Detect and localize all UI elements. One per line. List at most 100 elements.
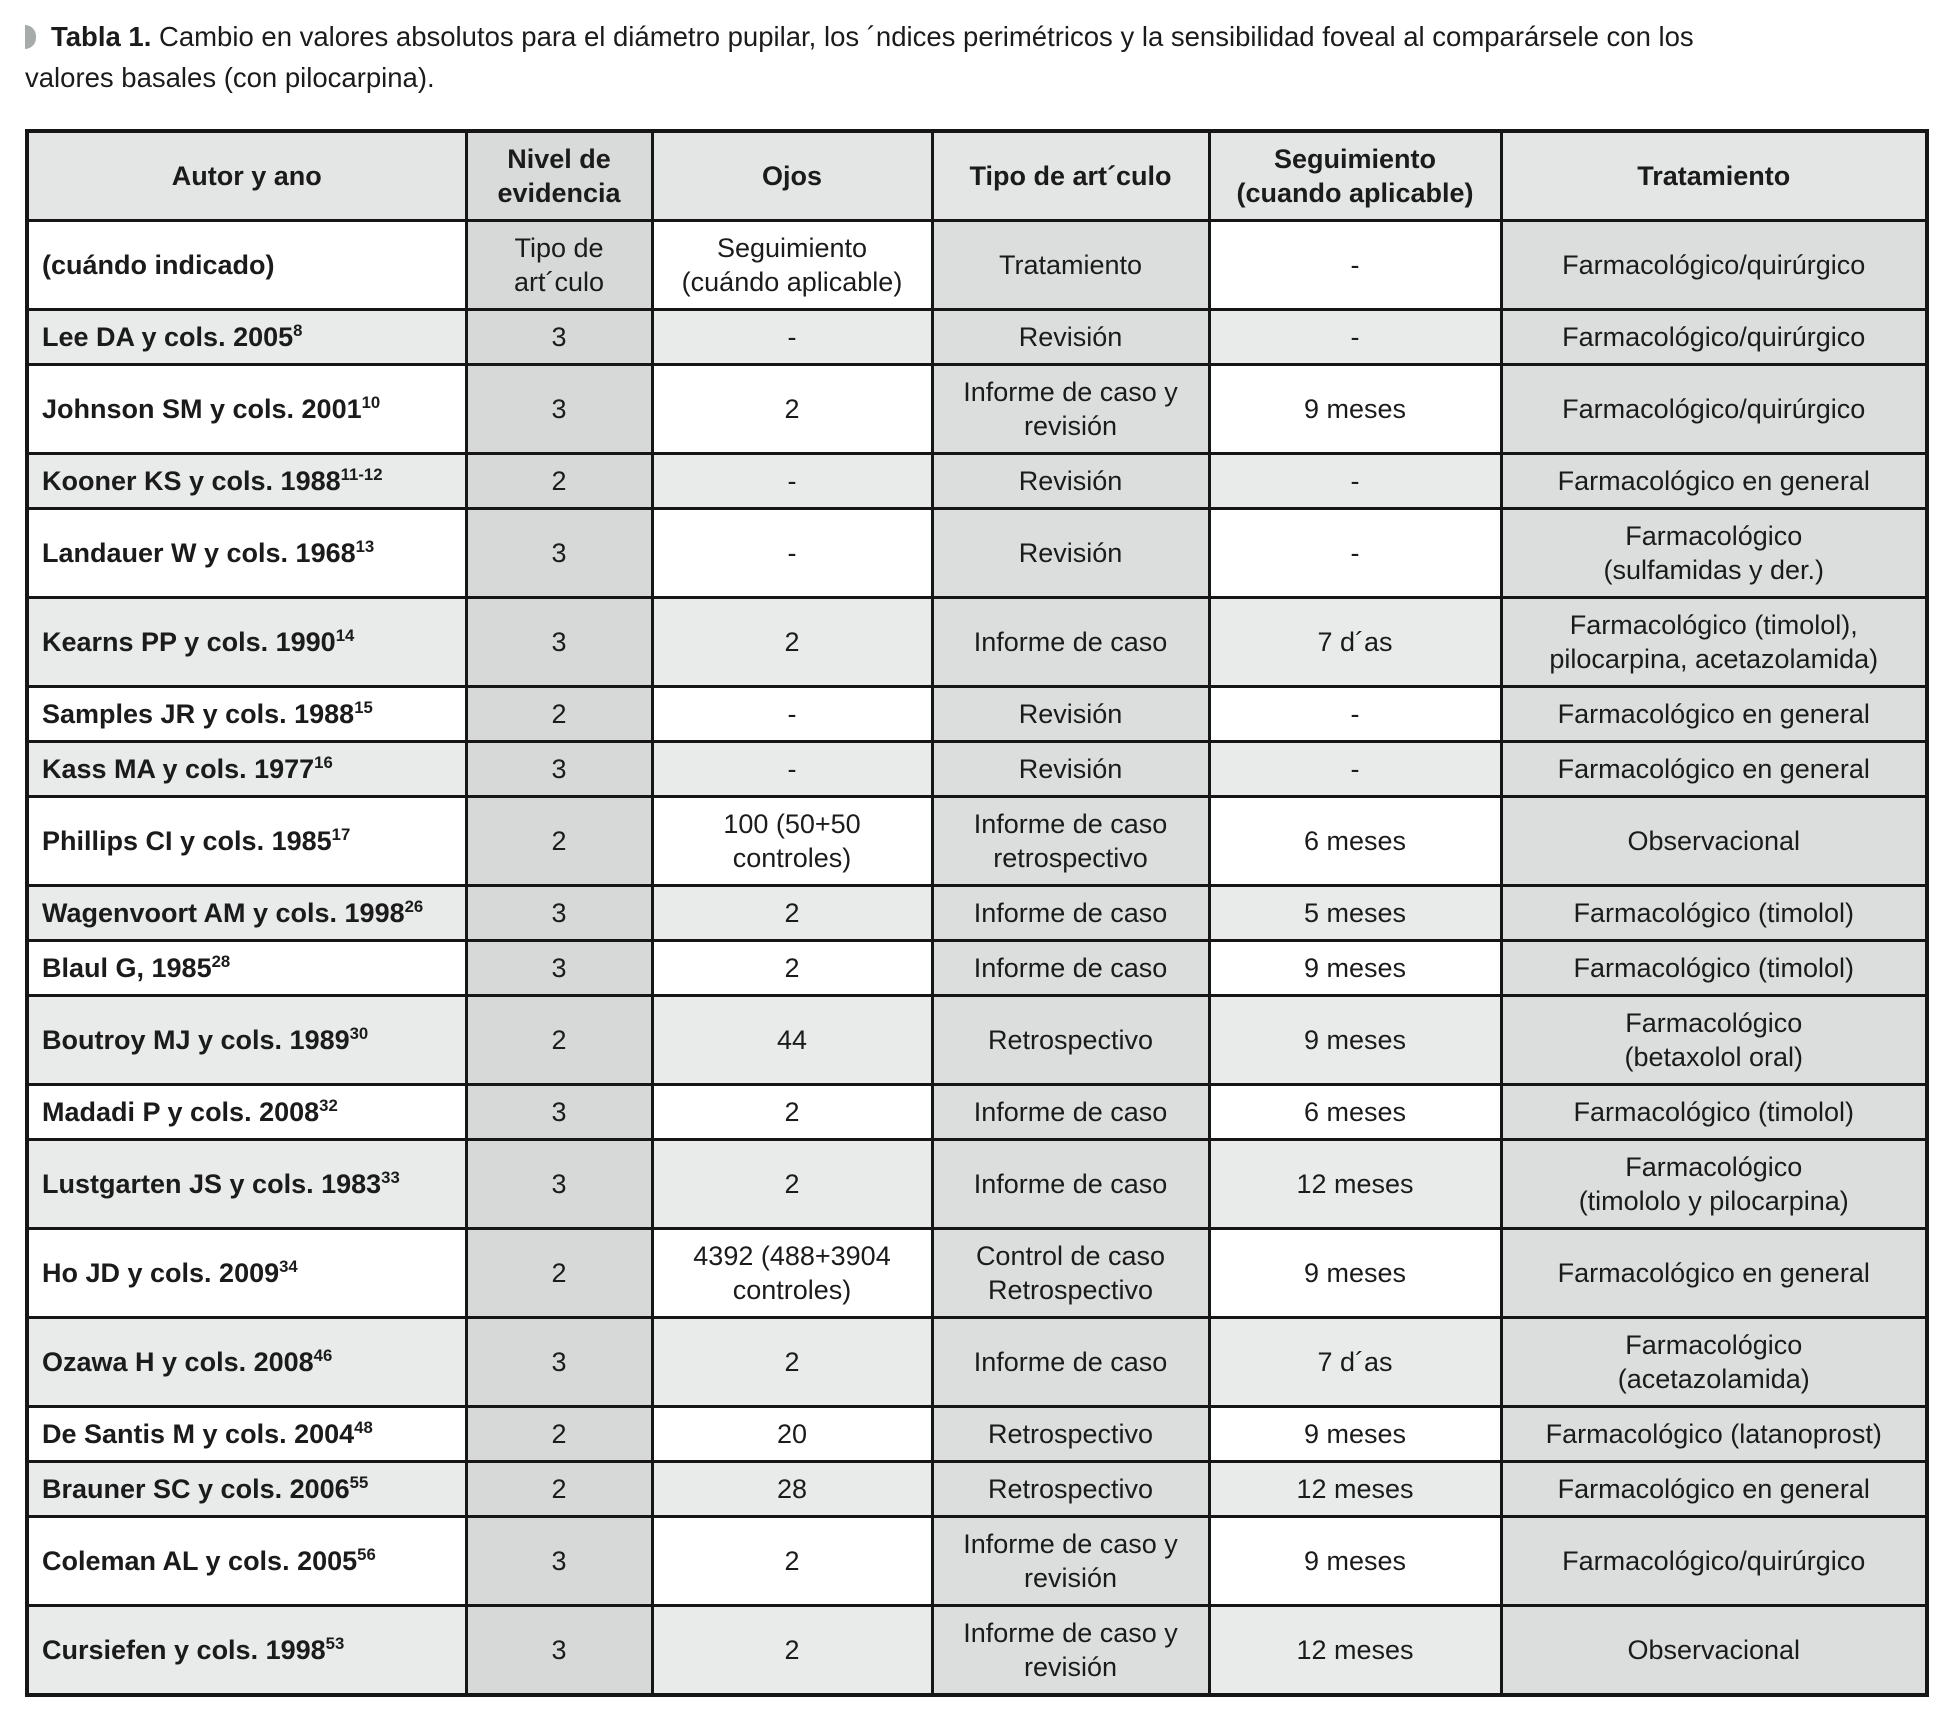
author-text: Landauer W y cols. 1968 xyxy=(42,537,356,568)
table-row: Kooner KS y cols. 198811-12 2 - Revisión… xyxy=(25,451,1929,510)
table-row: Ho JD y cols. 200934 2 4392 (488+3904 co… xyxy=(25,1226,1929,1319)
author-text: Phillips CI y cols. 1985 xyxy=(42,825,332,856)
table-caption: Tabla 1. Cambio en valores absolutos par… xyxy=(25,16,1923,99)
article-type-cell: Informe de caso xyxy=(930,595,1211,688)
author-text: Coleman AL y cols. 2005 xyxy=(42,1545,358,1576)
author-cell: Boutroy MJ y cols. 198930 xyxy=(25,993,468,1086)
author-text: Brauner SC y cols. 2006 xyxy=(42,1473,350,1504)
author-cell: Madadi P y cols. 200832 xyxy=(25,1082,468,1141)
author-reference-superscript: 8 xyxy=(293,320,303,340)
author-cell: Kooner KS y cols. 198811-12 xyxy=(25,451,468,510)
author-text: Blaul G, 1985 xyxy=(42,952,212,983)
page: { "title": { "label": "Tabla 1.", "text"… xyxy=(0,16,1945,1736)
treatment-cell: Farmacológico en general xyxy=(1499,684,1929,743)
treatment-cell: Farmacológico en general xyxy=(1499,739,1929,798)
evidence-level-cell: 2 xyxy=(464,451,654,510)
article-type-cell: Informe de caso xyxy=(930,938,1211,997)
author-cell: Samples JR y cols. 198815 xyxy=(25,684,468,743)
author-reference-superscript: 56 xyxy=(357,1544,376,1564)
evidence-level-cell: 3 xyxy=(464,595,654,688)
col-header-nivel-de-evidencia: Nivel de evidencia xyxy=(464,129,654,222)
followup-cell: 9 meses xyxy=(1207,1514,1503,1607)
author-reference-superscript: 53 xyxy=(325,1633,345,1653)
author-text: Lustgarten JS y cols. 1983 xyxy=(42,1168,382,1199)
author-text: Ozawa H y cols. 2008 xyxy=(42,1346,314,1377)
table-row: Phillips CI y cols. 198517 2 100 (50+50 … xyxy=(25,794,1929,887)
evidence-level-cell: Tipo de art´culo xyxy=(464,218,654,311)
eyes-cell: 2 xyxy=(650,938,934,997)
author-reference-superscript: 26 xyxy=(404,896,424,916)
author-reference-superscript: 28 xyxy=(211,951,231,971)
treatment-cell: Farmacológico (timolol) xyxy=(1499,1082,1929,1141)
table-row: Cursiefen y cols. 199853 3 2 Informe de … xyxy=(25,1603,1929,1696)
author-reference-superscript: 33 xyxy=(381,1167,400,1187)
eyes-cell: 44 xyxy=(650,993,934,1086)
table-row: Wagenvoort AM y cols. 199826 3 2 Informe… xyxy=(25,883,1929,942)
table-row: Johnson SM y cols. 200110 3 2 Informe de… xyxy=(25,362,1929,455)
evidence-level-cell: 2 xyxy=(464,1404,654,1463)
table-body: (cuándo indicado) Tipo de art´culo Segui… xyxy=(25,218,1929,1696)
author-text: Kass MA y cols. 1977 xyxy=(42,753,315,784)
author-text: Lee DA y cols. 2005 xyxy=(42,321,294,352)
author-reference-superscript: 32 xyxy=(319,1095,338,1115)
author-reference-superscript: 14 xyxy=(335,625,355,645)
author-text: Kooner KS y cols. 1988 xyxy=(42,465,341,496)
author-cell: Ho JD y cols. 200934 xyxy=(25,1226,468,1319)
col-header-seguimiento: Seguimiento (cuando aplicable) xyxy=(1207,129,1503,222)
col-header-tipo-de-articulo: Tipo de art´culo xyxy=(930,129,1211,222)
eyes-cell: 4392 (488+3904 controles) xyxy=(650,1226,934,1319)
followup-cell: 7 d´as xyxy=(1207,595,1503,688)
treatment-cell: Farmacológico (sulfamidas y der.) xyxy=(1499,506,1929,599)
evidence-level-cell: 3 xyxy=(464,1514,654,1607)
followup-cell: 9 meses xyxy=(1207,993,1503,1086)
eyes-cell: 2 xyxy=(650,1514,934,1607)
followup-cell: 7 d´as xyxy=(1207,1315,1503,1408)
article-type-cell: Control de caso Retrospectivo xyxy=(930,1226,1211,1319)
evidence-level-cell: 3 xyxy=(464,739,654,798)
table-row: Landauer W y cols. 196813 3 - Revisión -… xyxy=(25,506,1929,599)
author-reference-superscript: 34 xyxy=(279,1256,298,1276)
article-type-cell: Retrospectivo xyxy=(930,993,1211,1086)
eyes-cell: - xyxy=(650,307,934,366)
col-header-tratamiento: Tratamiento xyxy=(1499,129,1929,222)
author-reference-superscript: 11-12 xyxy=(340,464,383,484)
followup-cell: - xyxy=(1207,739,1503,798)
eyes-cell: 2 xyxy=(650,1315,934,1408)
treatment-cell: Observacional xyxy=(1499,794,1929,887)
eyes-cell: - xyxy=(650,506,934,599)
author-text: Ho JD y cols. 2009 xyxy=(42,1257,280,1288)
followup-cell: - xyxy=(1207,506,1503,599)
treatment-cell: Farmacológico en general xyxy=(1499,1226,1929,1319)
col-header-autor-y-ano: Autor y ano xyxy=(25,129,468,222)
followup-cell: - xyxy=(1207,684,1503,743)
eyes-cell: 20 xyxy=(650,1404,934,1463)
treatment-cell: Farmacológico/quirúrgico xyxy=(1499,1514,1929,1607)
author-cell: Johnson SM y cols. 200110 xyxy=(25,362,468,455)
author-cell: Lee DA y cols. 20058 xyxy=(25,307,468,366)
treatment-cell: Farmacológico (timolol) xyxy=(1499,883,1929,942)
evidence-level-cell: 3 xyxy=(464,307,654,366)
author-cell: De Santis M y cols. 200448 xyxy=(25,1404,468,1463)
author-text: Cursiefen y cols. 1998 xyxy=(42,1634,326,1665)
author-cell: Blaul G, 198528 xyxy=(25,938,468,997)
author-cell: Lustgarten JS y cols. 198333 xyxy=(25,1137,468,1230)
treatment-cell: Farmacológico (latanoprost) xyxy=(1499,1404,1929,1463)
eyes-cell: 2 xyxy=(650,595,934,688)
treatment-cell: Farmacológico (timolol), pilocarpina, ac… xyxy=(1499,595,1929,688)
eyes-cell: Seguimiento (cuándo aplicable) xyxy=(650,218,934,311)
followup-cell: 6 meses xyxy=(1207,1082,1503,1141)
followup-cell: - xyxy=(1207,218,1503,311)
header-row: Autor y ano Nivel de evidencia Ojos Tipo… xyxy=(25,129,1929,222)
followup-cell: - xyxy=(1207,451,1503,510)
eyes-cell: 2 xyxy=(650,1082,934,1141)
author-reference-superscript: 46 xyxy=(313,1345,333,1365)
author-cell: Coleman AL y cols. 200556 xyxy=(25,1514,468,1607)
article-type-cell: Informe de caso y revisión xyxy=(930,362,1211,455)
author-cell: (cuándo indicado) xyxy=(25,218,468,311)
evidence-level-cell: 3 xyxy=(464,1137,654,1230)
evidence-level-cell: 3 xyxy=(464,883,654,942)
article-type-cell: Revisión xyxy=(930,506,1211,599)
treatment-cell: Farmacológico/quirúrgico xyxy=(1499,218,1929,311)
author-reference-superscript: 15 xyxy=(354,697,373,717)
table-row: Madadi P y cols. 200832 3 2 Informe de c… xyxy=(25,1082,1929,1141)
